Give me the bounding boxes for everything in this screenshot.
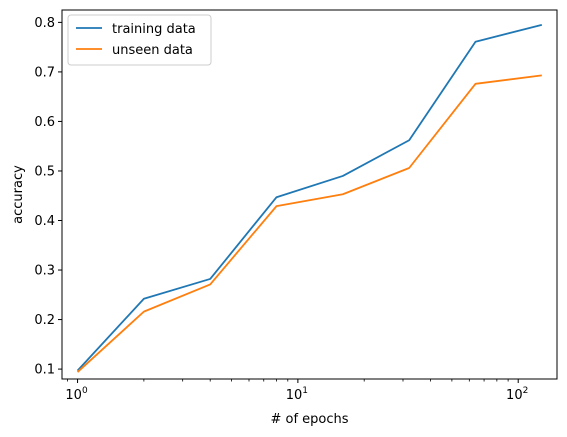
y-tick-label: 0.4	[34, 214, 55, 229]
plot-frame	[61, 9, 558, 380]
x-tick-label: 102	[506, 386, 528, 403]
y-tick-label: 0.2	[34, 313, 55, 328]
y-tick-label: 0.1	[34, 363, 55, 378]
y-tick-label: 0.6	[34, 115, 55, 130]
series-layer	[76, 23, 543, 373]
x-tick-label: 101	[286, 386, 308, 403]
legend: training data unseen data	[67, 14, 212, 66]
x-tick-label: 100	[65, 386, 88, 403]
series-line-unseen-data	[76, 74, 542, 373]
legend-box	[67, 14, 212, 66]
y-axis: 0.1 0.2 0.3 0.4 0.5 0.6 0.7 0.8	[34, 16, 62, 378]
y-axis-label: accuracy	[11, 165, 26, 224]
y-tick-label: 0.5	[34, 164, 55, 179]
x-axis-label: # of epochs	[270, 412, 348, 427]
legend-label-unseen-data: unseen data	[112, 43, 193, 58]
y-tick-label: 0.3	[34, 264, 55, 279]
x-axis: 100 101 102	[65, 379, 528, 403]
y-tick-label: 0.7	[34, 65, 55, 80]
legend-label-training-data: training data	[112, 22, 196, 37]
plot-area	[62, 10, 557, 379]
series-line-training-data	[76, 23, 543, 372]
y-tick-label: 0.8	[34, 16, 55, 31]
